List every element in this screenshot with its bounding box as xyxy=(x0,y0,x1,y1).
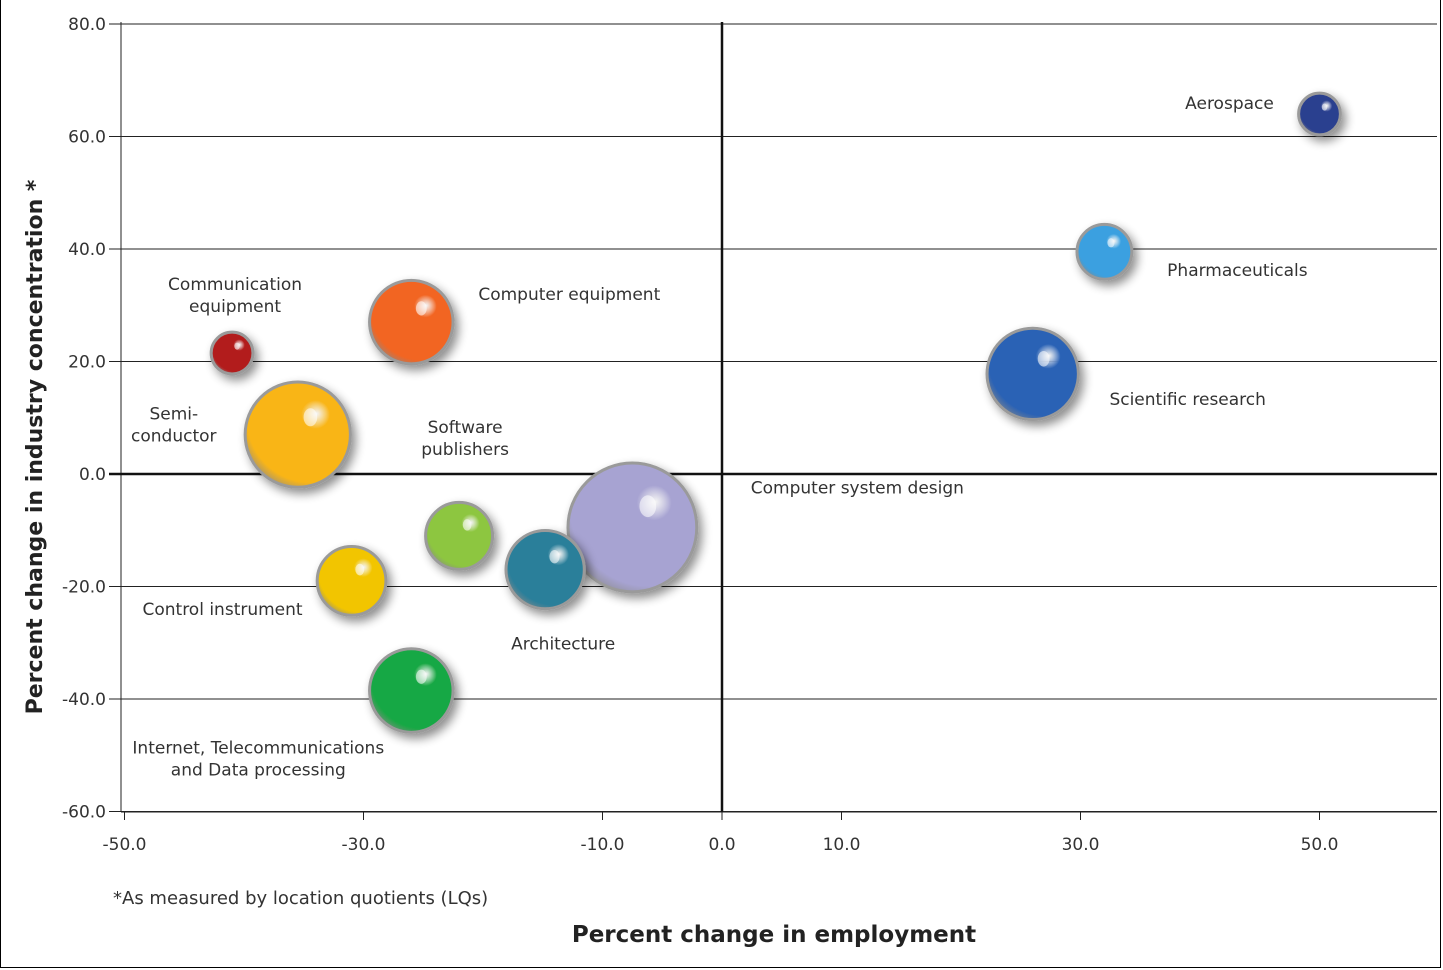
y-tick-label: 0.0 xyxy=(79,465,106,485)
bubble-highlight xyxy=(1037,351,1050,367)
x-tick-label: 10.0 xyxy=(823,835,861,855)
x-tick-label: -10.0 xyxy=(581,835,625,855)
bubble-scientific-research xyxy=(985,326,1080,422)
y-axis-title: Percent change in industry concentration… xyxy=(23,179,48,714)
y-tick-label: -60.0 xyxy=(62,803,106,823)
bubble-highlight xyxy=(415,669,427,684)
bubble-label-computer-equipment: Computer equipment xyxy=(478,285,660,305)
y-tick-label: 80.0 xyxy=(68,15,106,35)
bubble-label-control-instrument: Control instrument xyxy=(142,600,302,620)
bubble-highlight xyxy=(549,550,560,564)
bubble-computer-system-design xyxy=(566,461,699,594)
bubble-highlight xyxy=(462,519,472,531)
y-tick-label: 20.0 xyxy=(68,353,106,373)
bubble-label-aerospace: Aerospace xyxy=(1185,94,1274,114)
bubble-highlight xyxy=(355,563,365,576)
bubbles xyxy=(209,91,1342,734)
bubble-semi-conductor xyxy=(243,380,352,489)
bubble-highlight xyxy=(303,408,318,427)
bubble-label-scientific-research: Scientific research xyxy=(1109,390,1266,410)
bubble-circle xyxy=(368,647,455,734)
bubble-internet-telecommunications-and-data-processing xyxy=(368,647,455,734)
bubble-circle xyxy=(1075,222,1134,281)
x-tick-label: 30.0 xyxy=(1062,835,1100,855)
bubble-communication-equipment xyxy=(209,330,255,376)
bubble-circle xyxy=(566,461,699,594)
bubble-highlight xyxy=(1321,103,1328,111)
bubble-aerospace xyxy=(1297,91,1342,137)
tick-labels: 80.0 60.0 40.0 20.0 0.0 -20.0 -40.0 -60.0 -50.0 -… xyxy=(62,15,1338,855)
bubble-highlight xyxy=(415,301,427,316)
bubble-label-semi-conductor: Semi-conductor xyxy=(131,405,217,447)
bubble-circle xyxy=(504,528,586,611)
bubble-label-software-publishers: Software publishers xyxy=(421,418,509,460)
bubble-label-communication-equipment: Communication equipment xyxy=(168,275,302,317)
bubble-pharmaceuticals xyxy=(1075,222,1134,281)
x-axis-title: Percent change in employment xyxy=(572,922,976,948)
bubble-circle xyxy=(209,330,255,376)
bubble-label-internet-telecommunications-and-data-processing: Internet, Telecommunications and Data pro… xyxy=(132,739,384,781)
x-tick-label: 50.0 xyxy=(1301,835,1339,855)
bubble-circle xyxy=(424,500,495,571)
y-tick-label: -20.0 xyxy=(62,578,106,598)
bubble-computer-equipment xyxy=(368,278,455,366)
bubble-label-pharmaceuticals: Pharmaceuticals xyxy=(1167,261,1308,281)
bubble-circle xyxy=(985,326,1080,422)
x-tick-label: -50.0 xyxy=(103,835,147,855)
bubble-software-publishers xyxy=(424,500,495,571)
bubble-circle xyxy=(243,380,352,489)
bubble-control-instrument xyxy=(315,545,388,617)
bubble-labels: Aerospace Pharmaceuticals Scientific resea… xyxy=(131,94,1308,781)
footnote: *As measured by location quotients (LQs) xyxy=(113,888,488,909)
y-tick-label: 60.0 xyxy=(68,128,106,148)
bubble-highlight xyxy=(639,495,657,518)
y-tick-label: -40.0 xyxy=(62,690,106,710)
bubble-architecture xyxy=(504,528,586,611)
bubble-label-computer-system-design: Computer system design xyxy=(751,478,964,498)
bubble-circle xyxy=(315,545,388,617)
bubble-label-architecture: Architecture xyxy=(511,635,615,655)
y-tick-label: 40.0 xyxy=(68,240,106,260)
bubble-circle xyxy=(368,278,455,366)
bubble-circle xyxy=(1297,91,1342,137)
x-tick-label: -30.0 xyxy=(342,835,386,855)
bubble-highlight xyxy=(1107,238,1115,248)
bubble-highlight xyxy=(234,342,240,350)
x-tick-label: 0.0 xyxy=(708,835,735,855)
